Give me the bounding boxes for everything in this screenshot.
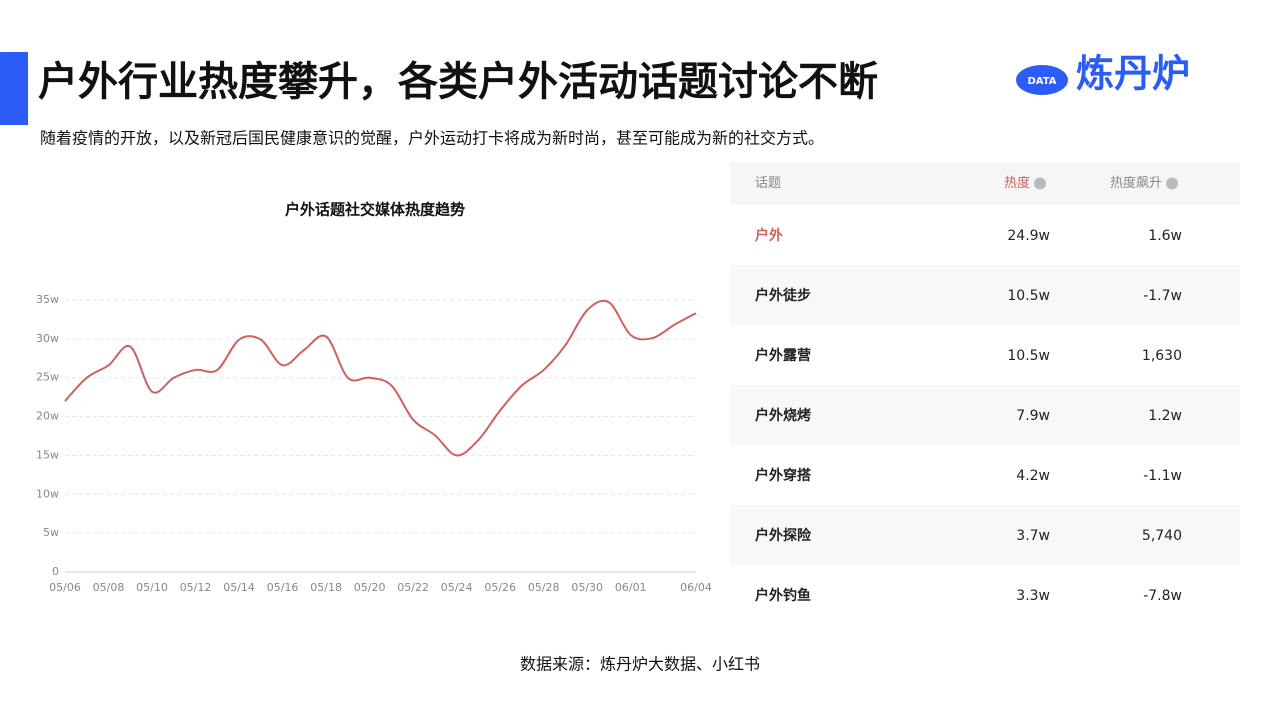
help-icon (1166, 177, 1178, 190)
y-tick-label: 10w (36, 487, 59, 500)
table-cell: 10.5w (1007, 348, 1050, 364)
x-tick-label: 06/04 (680, 581, 712, 594)
x-tick-label: 05/10 (136, 581, 168, 594)
table-cell: -1.7w (1143, 288, 1182, 304)
column-header: 热度飙升 (1110, 175, 1162, 191)
table-cell: 24.9w (1007, 228, 1050, 244)
x-tick-label: 05/24 (441, 581, 473, 594)
table-cell: 1.6w (1148, 228, 1182, 244)
x-tick-label: 05/26 (484, 581, 516, 594)
x-tick-label: 05/22 (397, 581, 429, 594)
x-tick-label: 05/28 (528, 581, 560, 594)
y-tick-label: 30w (36, 332, 59, 345)
subtitle: 随着疫情的开放，以及新冠后国民健康意识的觉醒，户外运动打卡将成为新时尚，甚至可能… (40, 129, 824, 148)
row-bg (730, 265, 1240, 325)
logo: DATA 炼丹炉 (1016, 52, 1190, 96)
table-cell: 7.9w (1016, 408, 1050, 424)
x-tick-label: 05/30 (571, 581, 603, 594)
row-bg (730, 385, 1240, 445)
row-bg (730, 505, 1240, 565)
source: 数据来源：炼丹炉大数据、小红书 (520, 655, 760, 674)
table-cell: -1.1w (1143, 468, 1182, 484)
table-cell: 户外露营 (755, 347, 811, 364)
table-cell: 3.3w (1016, 588, 1050, 604)
accent-bar (0, 52, 28, 125)
logo-text: 炼丹炉 (1076, 52, 1190, 96)
line-series (64, 299, 697, 457)
table-cell: 户外 (755, 227, 783, 244)
x-tick-label: 05/18 (310, 581, 342, 594)
slide-title: 户外行业热度攀升，各类户外活动话题讨论不断 (38, 59, 878, 105)
x-tick-label: 05/14 (223, 581, 255, 594)
table-cell: 5,740 (1142, 528, 1182, 544)
table-cell: 1,630 (1142, 348, 1182, 364)
y-tick-label: 25w (36, 371, 59, 384)
table-cell: 户外徒步 (755, 287, 811, 304)
column-header: 热度 (1004, 175, 1030, 191)
chart-title: 户外话题社交媒体热度趋势 (285, 201, 465, 219)
y-tick-label: 5w (43, 526, 59, 539)
table-cell: 户外穿搭 (755, 467, 812, 484)
x-tick-label: 05/06 (49, 581, 81, 594)
x-tick-label: 06/01 (615, 581, 647, 594)
x-tick-label: 05/20 (354, 581, 386, 594)
x-tick-label: 05/12 (180, 581, 212, 594)
logo-badge: DATA (1027, 76, 1056, 87)
y-tick-label: 0 (52, 565, 59, 578)
x-tick-label: 05/16 (267, 581, 299, 594)
column-header: 话题 (755, 176, 781, 191)
table-cell: 4.2w (1016, 468, 1050, 484)
table-cell: 户外钓鱼 (755, 587, 811, 604)
table-cell: 10.5w (1007, 288, 1050, 304)
help-icon (1034, 177, 1046, 190)
table-cell: 户外探险 (755, 527, 812, 544)
table-header-bg (730, 162, 1240, 205)
table-cell: 3.7w (1016, 528, 1050, 544)
table-cell: 户外烧烤 (755, 407, 811, 424)
table-cell: -7.8w (1143, 588, 1182, 604)
x-tick-label: 05/08 (93, 581, 125, 594)
y-tick-label: 20w (36, 410, 59, 423)
y-tick-label: 15w (36, 448, 59, 461)
table-cell: 1.2w (1148, 408, 1182, 424)
y-tick-label: 35w (36, 293, 59, 306)
